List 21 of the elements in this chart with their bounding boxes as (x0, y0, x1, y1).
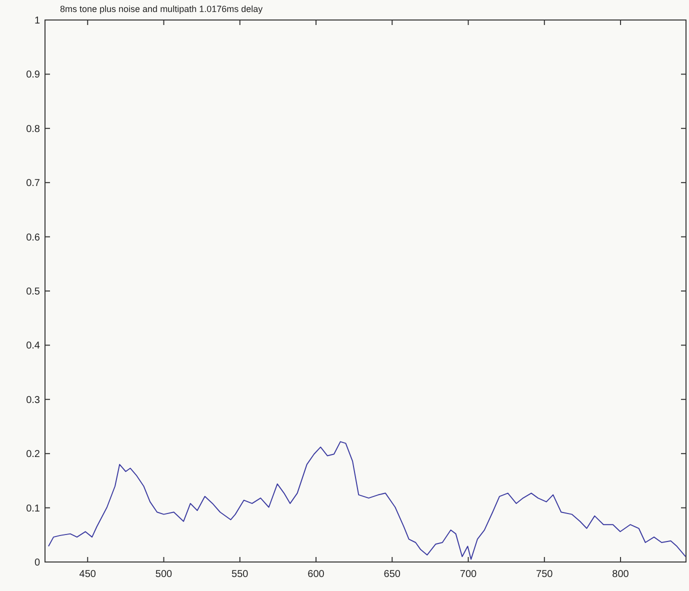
x-tick-label: 800 (612, 569, 630, 580)
x-tick-label: 650 (384, 569, 401, 580)
y-tick-label: 0.4 (26, 340, 40, 352)
x-tick-label: 450 (79, 569, 96, 580)
y-tick-label: 0.7 (26, 178, 40, 190)
x-tick-label: 600 (308, 569, 325, 580)
x-tick-label: 750 (536, 569, 554, 580)
x-tick-label: 700 (460, 569, 478, 580)
x-tick-label: 550 (232, 569, 249, 580)
y-tick-label: 0 (34, 558, 40, 568)
y-tick-label: 0.5 (26, 286, 40, 298)
y-tick-label: 0.3 (26, 394, 40, 406)
y-tick-label: 0.6 (26, 232, 40, 244)
y-tick-label: 0.8 (26, 124, 40, 135)
y-tick-label: 0.9 (26, 70, 40, 81)
y-tick-label: 0.1 (26, 503, 40, 514)
line-series (48, 441, 686, 560)
y-tick-label: 1 (34, 16, 40, 26)
y-tick-label: 0.2 (26, 449, 40, 460)
x-tick-label: 500 (155, 569, 173, 580)
chart-title: 8ms tone plus noise and multipath 1.0176ms delay (60, 4, 264, 14)
